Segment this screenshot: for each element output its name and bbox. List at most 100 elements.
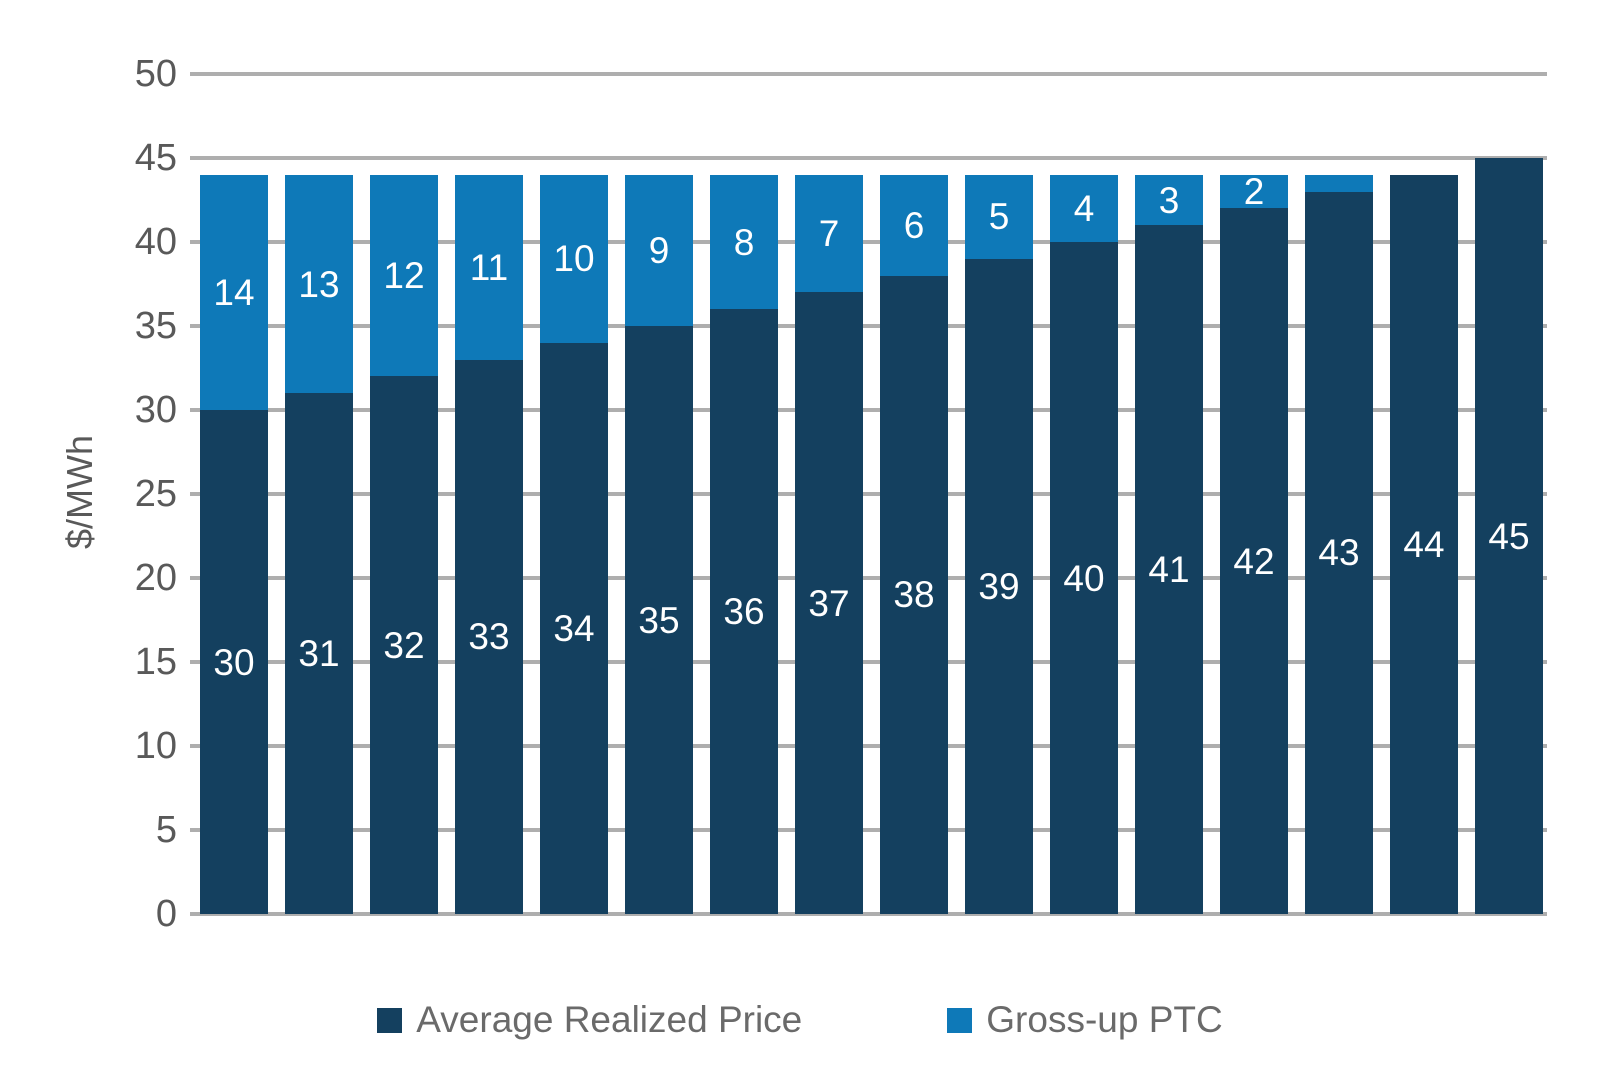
- legend-label-average-realized-price: Average Realized Price: [416, 999, 803, 1040]
- bar-value-label: 14: [213, 271, 255, 313]
- bar-segment-gross-up-ptc: 4: [1050, 174, 1118, 242]
- bar-value-label: 41: [1148, 549, 1190, 591]
- gridline: [190, 912, 1547, 916]
- bar-segment-average-realized-price: 44: [1390, 174, 1458, 914]
- bar-segment-gross-up-ptc: 13: [285, 174, 353, 394]
- bar-segment-gross-up-ptc: 9: [625, 174, 693, 326]
- bar-segment-gross-up-ptc: 7: [795, 174, 863, 293]
- bar-segment-gross-up-ptc: 2: [1220, 171, 1288, 213]
- bar: 7 37: [795, 174, 863, 914]
- legend-swatch-dark-blue: [377, 1007, 403, 1033]
- y-tick-label: 30: [134, 389, 177, 431]
- bar-segment-gross-up-ptc: 5: [965, 174, 1033, 259]
- bar-segment-gross-up-ptc: 14: [200, 174, 268, 410]
- bar: 3 41: [1135, 174, 1203, 914]
- bar: 45: [1475, 158, 1543, 914]
- bar-segment-gross-up-ptc: 8: [710, 174, 778, 310]
- y-tick-label: 20: [134, 557, 177, 599]
- gridline: [190, 324, 1547, 328]
- bar-segment-average-realized-price: 32: [370, 376, 438, 914]
- bar-value-label: 8: [733, 221, 755, 263]
- bar-value-label: 11: [469, 246, 509, 288]
- bar-segment-gross-up-ptc: 10: [540, 174, 608, 343]
- bar-value-label: 31: [298, 633, 340, 675]
- y-tick-label: 0: [155, 893, 177, 935]
- plot-area: 14 30 13 31 12 32 11 33 10 34 9 35 8 36 7 37 6 38 5 39 4 40 3 4…: [190, 72, 1547, 916]
- bar-value-label: 37: [808, 582, 850, 624]
- bar-segment-average-realized-price: 45: [1475, 158, 1543, 914]
- bar-value-label: 39: [978, 565, 1020, 607]
- bar-value-label: 36: [723, 591, 765, 633]
- bar-segment-average-realized-price: 40: [1050, 242, 1118, 914]
- gridline: [190, 492, 1547, 496]
- gridline: [190, 660, 1547, 664]
- bar-value-label: 42: [1233, 540, 1275, 582]
- bar-segment-average-realized-price: 41: [1135, 225, 1203, 914]
- y-axis: 0 5 10 15 20 25 30 35 40 45 50: [0, 55, 190, 933]
- legend-label-gross-up-ptc: Gross-up PTC: [986, 999, 1223, 1040]
- bar-value-label: 32: [383, 624, 425, 666]
- bar-segment-average-realized-price: 38: [880, 275, 948, 914]
- bar-value-label: 12: [383, 255, 425, 297]
- y-tick-label: 45: [134, 137, 177, 179]
- legend-item-average-realized-price: Average Realized Price: [377, 999, 802, 1041]
- bar-segment-average-realized-price: 34: [540, 342, 608, 914]
- bar-value-label: 30: [213, 641, 255, 683]
- legend: Average Realized Price Gross-up PTC: [0, 999, 1600, 1041]
- bar-value-label: 35: [638, 599, 680, 641]
- gridline: [190, 744, 1547, 748]
- y-tick-label: 50: [134, 53, 177, 95]
- bar-segment-average-realized-price: 30: [200, 410, 268, 914]
- bar-value-label: 40: [1063, 557, 1105, 599]
- bar: 6 38: [880, 174, 948, 914]
- bar: 11 33: [455, 174, 523, 914]
- bar: 12 32: [370, 174, 438, 914]
- bar-value-label: 10: [553, 238, 595, 280]
- bar-segment-gross-up-ptc: 11: [455, 174, 523, 360]
- bar-segment-average-realized-price: 33: [455, 359, 523, 914]
- bar-value-label: 34: [553, 607, 595, 649]
- bar: 14 30: [200, 174, 268, 914]
- y-tick-label: 35: [134, 305, 177, 347]
- bar-value-label: 45: [1488, 515, 1530, 557]
- bar: 10 34: [540, 174, 608, 914]
- y-tick-label: 15: [134, 641, 177, 683]
- gridline: [190, 828, 1547, 832]
- y-tick-label: 5: [155, 809, 177, 851]
- y-tick-label: 40: [134, 221, 177, 263]
- y-tick-label: 25: [134, 473, 177, 515]
- gridline: [190, 408, 1547, 412]
- y-tick-label: 10: [134, 725, 177, 767]
- bar-value-label: 7: [818, 213, 840, 255]
- bar: 5 39: [965, 174, 1033, 914]
- bar-segment-gross-up-ptc: 12: [370, 174, 438, 377]
- bar-segment-average-realized-price: 35: [625, 326, 693, 914]
- bar-value-label: 9: [648, 229, 670, 271]
- legend-swatch-light-blue: [947, 1007, 973, 1033]
- bar-value-label: 38: [893, 574, 935, 616]
- bar-value-label: 2: [1243, 171, 1265, 213]
- bar: 44: [1390, 174, 1458, 914]
- bar: 2 42: [1220, 171, 1288, 914]
- bar-segment-gross-up-ptc: 6: [880, 174, 948, 276]
- bar-value-label: 44: [1403, 523, 1445, 565]
- gridline: [190, 576, 1547, 580]
- gridline: [190, 240, 1547, 244]
- bar-segment-average-realized-price: 31: [285, 393, 353, 914]
- bar-segment-average-realized-price: 43: [1305, 191, 1373, 914]
- bar-value-label: 4: [1073, 187, 1095, 229]
- bar-value-label: 13: [298, 263, 340, 305]
- bar-segment-average-realized-price: 39: [965, 258, 1033, 914]
- gridline: [190, 156, 1547, 160]
- bar-value-label: 3: [1158, 179, 1180, 221]
- bar-value-label: 43: [1318, 532, 1360, 574]
- bar-segment-average-realized-price: 37: [795, 292, 863, 914]
- bar-value-label: 5: [988, 196, 1010, 238]
- bar-segment-average-realized-price: 42: [1220, 208, 1288, 914]
- gridline: [190, 72, 1547, 76]
- bar-segment-average-realized-price: 36: [710, 309, 778, 914]
- bar-segment-gross-up-ptc: 3: [1135, 174, 1203, 226]
- bar-segment-gross-up-ptc: [1305, 174, 1373, 192]
- bar: 8 36: [710, 174, 778, 914]
